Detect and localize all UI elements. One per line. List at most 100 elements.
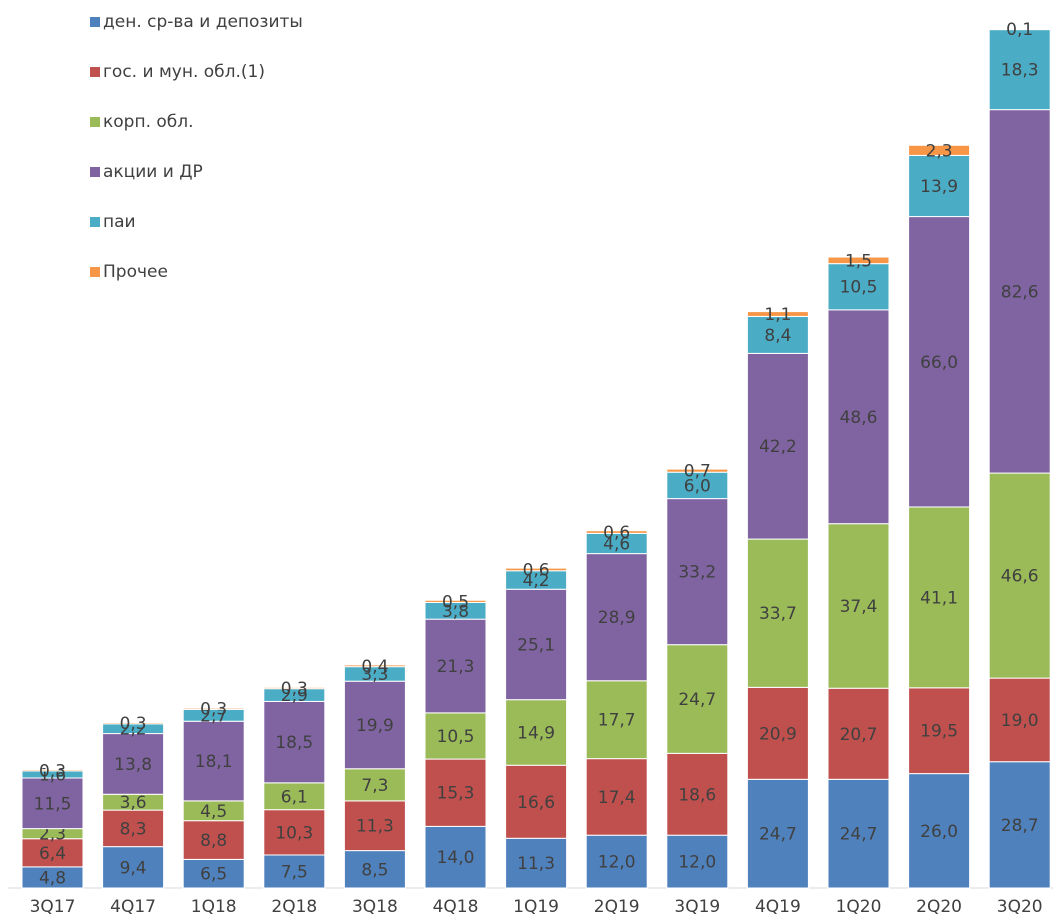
legend-swatch <box>90 217 100 227</box>
bar-segment <box>746 352 809 540</box>
legend-label: акции и ДР <box>103 162 203 182</box>
bar-segment <box>988 28 1051 111</box>
bar-segment <box>182 707 245 710</box>
x-tick-label: 4Q18 <box>433 897 479 917</box>
legend-label: ден. ср-ва и депозиты <box>103 12 303 32</box>
bar-segment <box>666 644 729 754</box>
bar-segment <box>988 761 1051 889</box>
data-label: 33,7 <box>759 604 797 624</box>
data-label: 28,7 <box>1001 816 1039 836</box>
bar-segment <box>21 777 84 830</box>
legend-label: паи <box>103 212 136 232</box>
legend-swatch <box>90 67 100 77</box>
legend-swatch <box>90 167 100 177</box>
data-label: 12,0 <box>678 853 716 873</box>
data-label: 17,4 <box>598 788 636 808</box>
data-label: 42,2 <box>759 437 797 457</box>
bar-segment <box>908 144 971 156</box>
data-label: 11,3 <box>356 817 394 837</box>
bar-segment <box>424 618 487 714</box>
data-label: 0,4 <box>361 657 388 677</box>
bar-segment <box>343 664 406 668</box>
data-label: 4,8 <box>39 868 66 888</box>
bar-segment <box>585 834 648 889</box>
x-tick-label: 1Q19 <box>513 897 559 917</box>
data-label: 12,0 <box>598 853 636 873</box>
data-label: 2,3 <box>39 825 66 845</box>
data-label: 8,4 <box>764 326 791 346</box>
bar-segment <box>666 834 729 889</box>
data-label: 26,0 <box>920 822 958 842</box>
legend-swatch <box>90 17 100 27</box>
data-label: 8,8 <box>200 831 227 851</box>
data-label: 16,6 <box>517 793 555 813</box>
data-label: 20,7 <box>840 725 878 745</box>
data-label: 0,1 <box>1006 20 1033 40</box>
bar-segment <box>746 778 809 889</box>
bar-segment <box>424 825 487 889</box>
bar-segment <box>182 820 245 860</box>
bar-segment <box>182 720 245 802</box>
data-label: 15,3 <box>437 784 475 804</box>
x-tick-label: 3Q20 <box>997 897 1043 917</box>
data-label: 7,5 <box>281 863 308 883</box>
data-label: 48,6 <box>840 408 878 428</box>
x-tick-label: 1Q18 <box>191 897 237 917</box>
data-label: 14,0 <box>437 848 475 868</box>
data-label: 18,6 <box>678 785 716 805</box>
data-label: 24,7 <box>678 690 716 710</box>
data-label: 0,3 <box>39 761 66 781</box>
legend-label: гос. и мун. обл.(1) <box>103 62 265 82</box>
bar-segment <box>263 686 326 690</box>
data-label: 6,4 <box>39 844 66 864</box>
x-tick-label: 3Q17 <box>30 897 76 917</box>
legend-label: Прочее <box>103 262 168 282</box>
data-label: 10,5 <box>437 727 475 747</box>
data-label: 46,6 <box>1001 567 1039 587</box>
data-label: 11,3 <box>517 854 555 874</box>
data-label: 0,6 <box>603 523 630 543</box>
data-label: 0,6 <box>523 560 550 580</box>
bar-segment <box>746 538 809 688</box>
x-tick-label: 1Q20 <box>836 897 882 917</box>
x-tick-label: 2Q20 <box>916 897 962 917</box>
bar-segment <box>585 530 648 534</box>
data-label: 1,5 <box>845 251 872 271</box>
x-tick-label: 4Q19 <box>755 897 801 917</box>
legend-swatch <box>90 117 100 127</box>
bar-segment <box>666 468 729 473</box>
x-tick-label: 2Q19 <box>594 897 640 917</box>
data-label: 3,8 <box>442 602 469 622</box>
data-label: 8,3 <box>120 819 147 839</box>
bar-segment <box>666 752 729 836</box>
bar-segment <box>746 686 809 780</box>
bar-segment <box>505 764 568 839</box>
data-label: 19,5 <box>920 722 958 742</box>
bar-segment <box>908 687 971 775</box>
legend-item: ден. ср-ва и депозиты <box>90 12 303 32</box>
data-label: 4,5 <box>200 802 227 822</box>
data-label: 8,5 <box>361 860 388 880</box>
bar-segment <box>263 854 326 889</box>
data-label: 2,9 <box>281 686 308 706</box>
data-label: 28,9 <box>598 608 636 628</box>
data-label: 21,3 <box>437 657 475 677</box>
data-label: 33,2 <box>678 563 716 583</box>
data-label: 18,1 <box>195 752 233 772</box>
bar-segment <box>666 471 729 500</box>
x-tick-label: 3Q18 <box>352 897 398 917</box>
data-label: 82,6 <box>1001 282 1039 302</box>
bar-segment <box>827 263 890 311</box>
data-label: 18,3 <box>1001 60 1039 80</box>
bar-segment <box>21 838 84 868</box>
data-label: 2,2 <box>120 720 147 740</box>
data-label: 10,5 <box>840 278 878 298</box>
data-label: 17,7 <box>598 711 636 731</box>
data-label: 14,9 <box>517 723 555 743</box>
legend-swatch <box>90 267 100 277</box>
data-label: 10,3 <box>275 823 313 843</box>
bar-segment <box>908 154 971 218</box>
bar-segment <box>908 216 971 508</box>
